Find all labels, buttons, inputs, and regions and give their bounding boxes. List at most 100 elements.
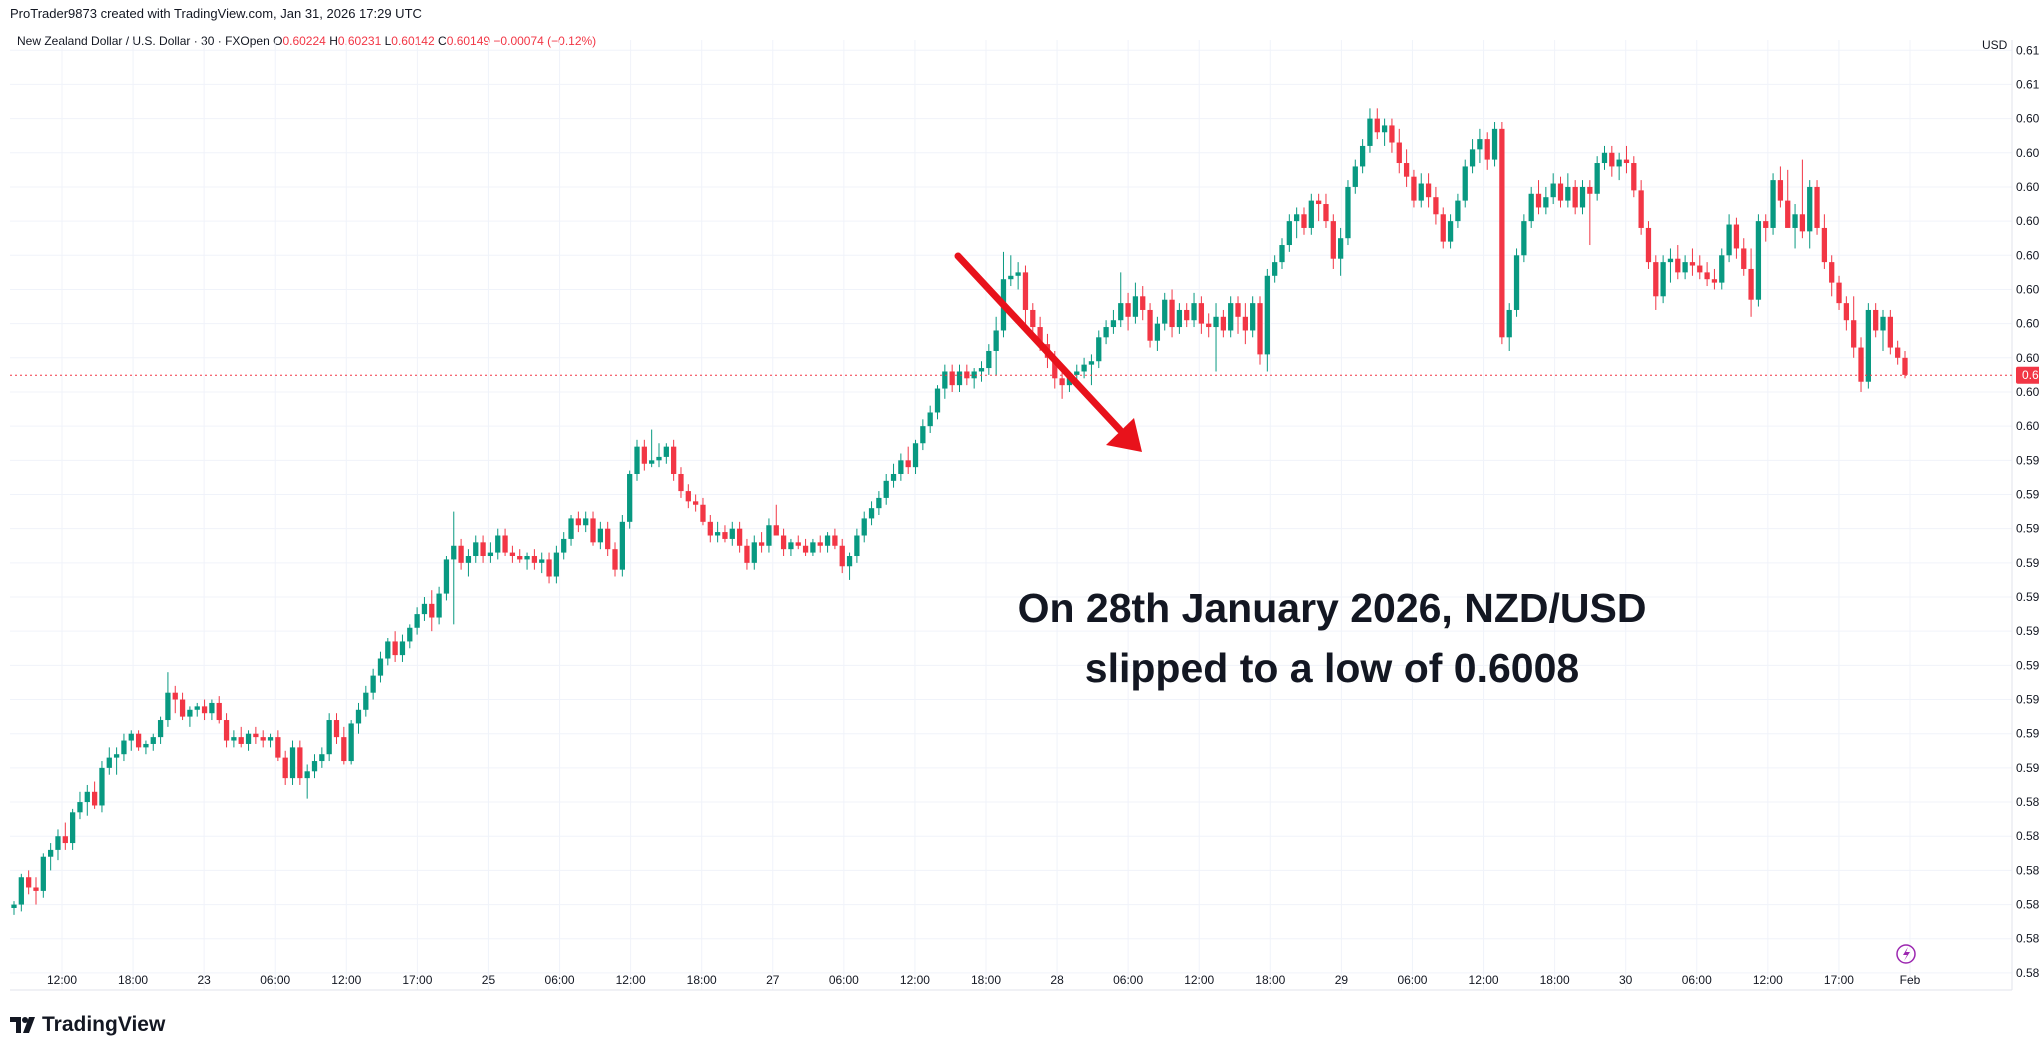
lightning-icon[interactable] xyxy=(1896,944,1916,964)
candle xyxy=(1447,214,1454,249)
candle xyxy=(319,747,325,768)
candle xyxy=(165,672,171,727)
candle xyxy=(355,702,362,734)
low-label: L xyxy=(384,34,392,48)
candle xyxy=(1528,186,1534,228)
y-tick-label: 0.59500 xyxy=(2016,590,2039,604)
candle xyxy=(150,733,156,751)
candle xyxy=(553,545,560,584)
currency-label[interactable]: USD xyxy=(1982,38,2008,52)
x-tick-label: 17:00 xyxy=(402,973,432,987)
candle xyxy=(531,549,538,570)
candle xyxy=(810,538,816,557)
candle xyxy=(1455,193,1461,228)
candle xyxy=(802,538,809,557)
tradingview-logo[interactable]: TradingView xyxy=(10,1013,165,1037)
candle xyxy=(304,764,310,799)
y-tick-label: 0.59800 xyxy=(2016,487,2039,501)
x-tick-label: 12:00 xyxy=(1753,973,1783,987)
x-tick-label: 25 xyxy=(482,973,496,987)
candle xyxy=(561,532,567,560)
candle xyxy=(1587,180,1593,246)
candle xyxy=(861,511,867,543)
candle xyxy=(238,726,244,748)
y-tick-label: 0.60700 xyxy=(2016,180,2039,194)
candle xyxy=(832,528,838,550)
candles xyxy=(11,108,1908,915)
price-axis[interactable]: 0.61100 0.61000 0.60900 0.60800 0.60700 0.606… xyxy=(2016,43,2039,980)
candle xyxy=(868,501,875,526)
candle xyxy=(890,463,897,488)
x-tick-label: 12:00 xyxy=(331,973,361,987)
candle xyxy=(414,607,420,635)
candle xyxy=(1821,214,1828,269)
created-by-text: ProTrader9873 created with TradingView.c… xyxy=(10,6,422,21)
candle xyxy=(1330,214,1336,269)
grid xyxy=(10,40,2012,990)
candle xyxy=(1191,292,1197,328)
candle xyxy=(1140,286,1146,321)
y-tick-label: 0.59300 xyxy=(2016,658,2039,672)
candle xyxy=(113,747,120,775)
symbol-name[interactable]: New Zealand Dollar / U.S. Dollar · 30 · … xyxy=(17,34,270,48)
candle xyxy=(1242,303,1248,345)
candle xyxy=(209,699,215,721)
candle xyxy=(187,706,193,727)
candle xyxy=(1792,204,1798,249)
candle xyxy=(1741,238,1747,276)
candle xyxy=(656,443,662,468)
high-label: H xyxy=(329,34,338,48)
candle xyxy=(912,439,919,474)
y-tick-label: 0.59600 xyxy=(2016,556,2039,570)
candle xyxy=(1235,296,1241,334)
candle xyxy=(1895,340,1901,365)
candle xyxy=(392,631,398,662)
y-tick-label: 0.60200 xyxy=(2016,351,2039,365)
candle xyxy=(341,726,347,765)
candle xyxy=(1902,350,1908,379)
candle xyxy=(1103,320,1109,345)
candle xyxy=(780,528,787,557)
candle xyxy=(1506,303,1512,351)
candle xyxy=(1579,180,1586,215)
candle xyxy=(993,316,999,375)
open-label: O xyxy=(273,34,283,48)
candle xyxy=(99,761,105,813)
candle xyxy=(1594,156,1600,201)
candle xyxy=(289,740,296,785)
candle xyxy=(1667,248,1674,283)
candle xyxy=(1858,337,1864,392)
candle xyxy=(1008,255,1014,287)
candle xyxy=(1638,180,1644,235)
candle xyxy=(1814,180,1820,235)
x-tick-label: 06:00 xyxy=(1113,973,1143,987)
candle xyxy=(135,730,142,751)
candle xyxy=(854,528,860,563)
candle xyxy=(1096,330,1102,369)
candle xyxy=(634,439,640,481)
candle xyxy=(1843,296,1850,331)
candle xyxy=(663,443,669,464)
candle xyxy=(40,853,46,898)
candle xyxy=(1169,289,1175,338)
y-tick-label: 0.60100 xyxy=(2016,385,2039,399)
candle xyxy=(157,716,164,744)
x-tick-label: 12:00 xyxy=(616,973,646,987)
time-axis[interactable]: 12:00 18:00 23 06:00 12:00 17:00 25 06:00 12:00 1… xyxy=(47,973,1921,987)
x-tick-label: 12:00 xyxy=(1469,973,1499,987)
candle xyxy=(766,518,772,553)
candle xyxy=(1147,303,1153,348)
candle xyxy=(905,446,911,474)
candle xyxy=(267,733,274,748)
candle xyxy=(1132,282,1139,324)
candle xyxy=(1418,173,1424,208)
candle xyxy=(736,521,743,553)
candle xyxy=(465,549,472,577)
candle xyxy=(1557,176,1564,208)
x-tick-label: 30 xyxy=(1619,973,1633,987)
candle xyxy=(846,552,853,580)
candle xyxy=(693,494,699,512)
candle xyxy=(1301,207,1307,235)
candle xyxy=(597,521,603,550)
